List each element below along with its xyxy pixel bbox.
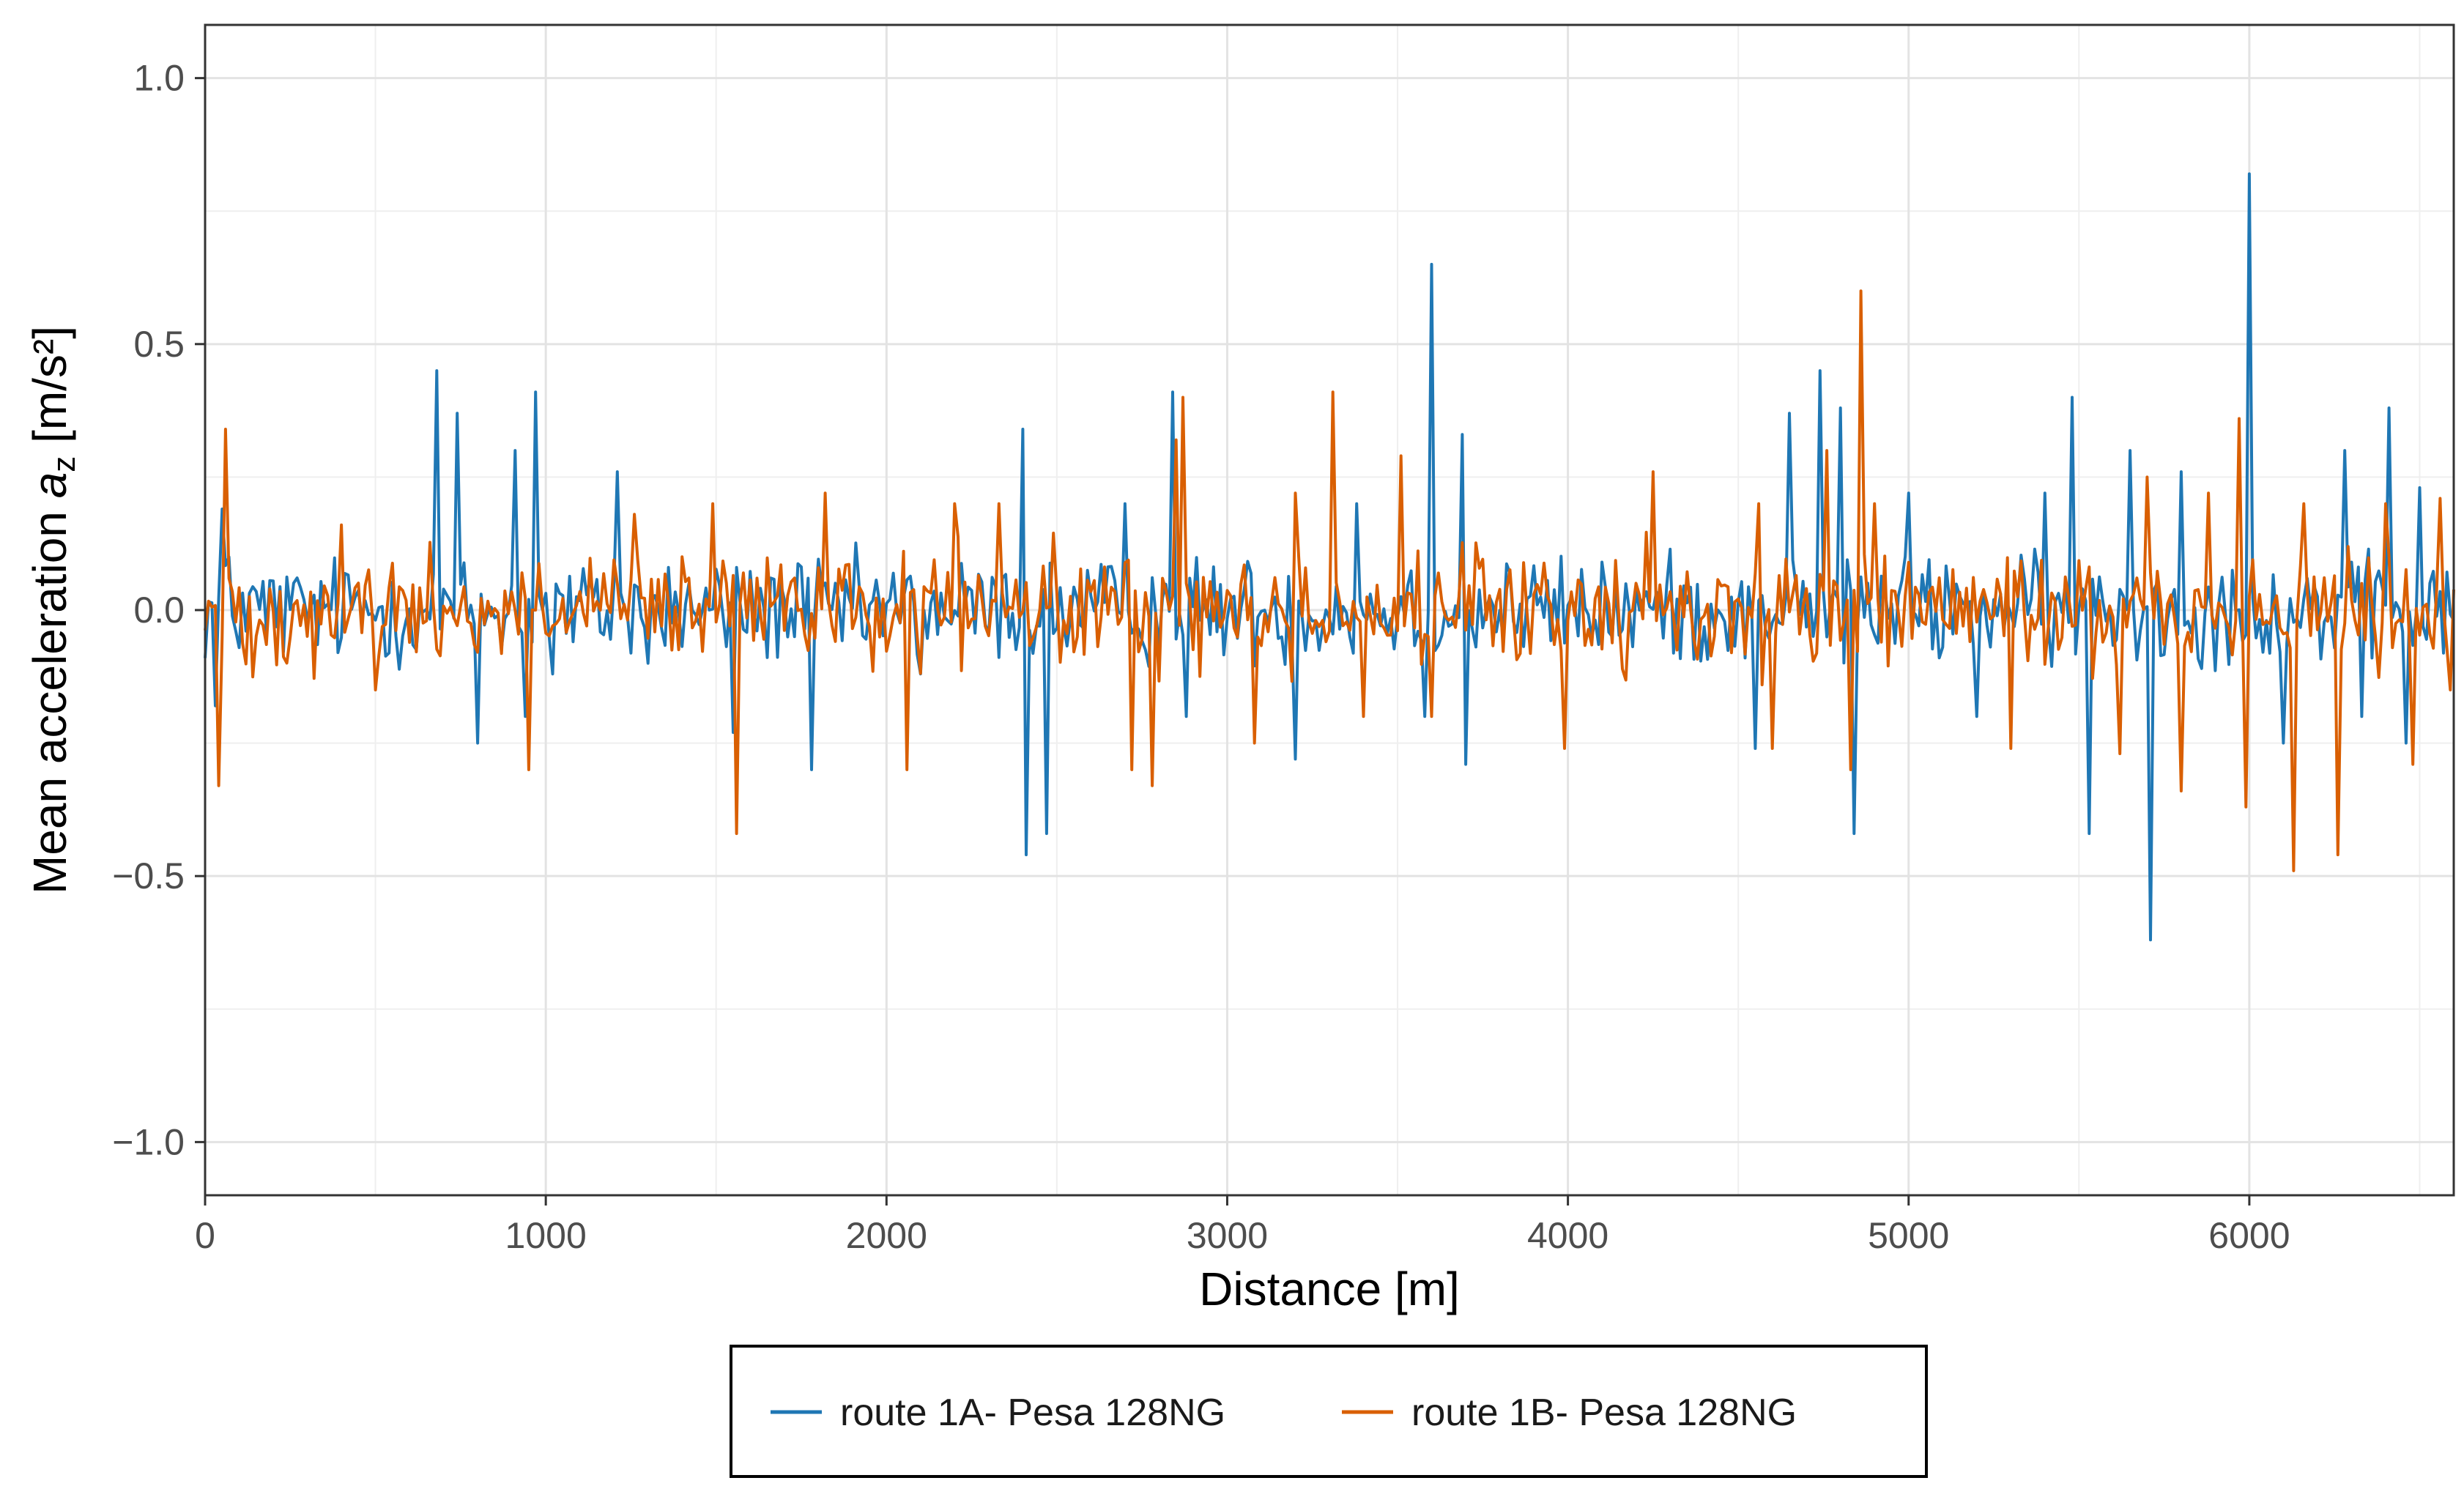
x-tick-label: 6000 [2208,1215,2290,1256]
x-tick-label: 4000 [1527,1215,1608,1256]
y-axis-title-subscript: z [46,456,82,472]
x-tick-label: 3000 [1187,1215,1268,1256]
x-tick-label: 2000 [846,1215,927,1256]
x-tick-label: 5000 [1868,1215,1949,1256]
series-line-1 [204,289,2455,872]
x-tick-label: 0 [195,1215,215,1256]
series-layer [204,172,2455,942]
y-axis-ticks: −1.0 −0.5 0.0 0.5 1.0 [112,58,205,1162]
y-axis-title-symbol: a [23,472,76,499]
y-tick-label: 0.5 [133,324,185,365]
y-axis-title-suffix: [m/s²] [23,326,76,456]
y-tick-label: 0.0 [133,590,185,631]
legend-box [730,1345,1928,1478]
y-tick-label: 1.0 [133,58,185,99]
legend: route 1A- Pesa 128NG route 1B- Pesa 128N… [730,1345,1928,1478]
x-axis-ticks: 0 1000 2000 3000 4000 5000 6000 [195,1195,2290,1256]
y-axis-title: Mean acceleration az [m/s²] [23,326,82,894]
x-tick-label: 1000 [505,1215,587,1256]
legend-label-route-1b: route 1B- Pesa 128NG [1411,1392,1797,1434]
legend-label-route-1a: route 1A- Pesa 128NG [840,1392,1225,1434]
y-axis-title-prefix: Mean acceleration [23,498,76,894]
y-tick-label: −0.5 [112,855,185,896]
y-tick-label: −1.0 [112,1121,185,1162]
x-axis-title: Distance [m] [1199,1263,1460,1315]
